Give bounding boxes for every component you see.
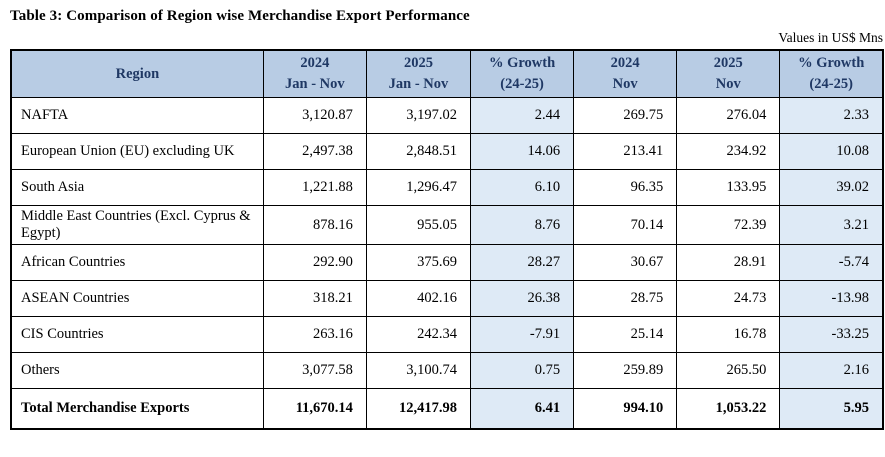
value-cell: 318.21 <box>262 280 367 318</box>
region-cell: Total Merchandise Exports <box>10 388 264 430</box>
value-cell: 3,120.87 <box>262 97 367 135</box>
growth-cell: 0.75 <box>469 352 575 390</box>
growth-cell: 8.76 <box>469 205 575 246</box>
value-cell: 265.50 <box>676 352 781 390</box>
column-header-growth_nov: % Growth (24-25) <box>779 49 884 99</box>
value-cell: 24.73 <box>676 280 781 318</box>
growth-cell: 14.06 <box>469 133 575 171</box>
growth-cell: 10.08 <box>779 133 884 171</box>
value-cell: 72.39 <box>676 205 781 246</box>
growth-cell: -33.25 <box>779 316 884 354</box>
value-cell: 28.91 <box>676 244 781 282</box>
header-row: Region 2024 Jan - Nov 2025 Jan - Nov% Growth… <box>10 49 884 99</box>
column-header-jan_nov_2024: 2024 Jan - Nov <box>262 49 367 99</box>
table-row: CIS Countries 263.16 242.34 -7.91 25.14 16.78… <box>10 316 884 354</box>
value-cell: 16.78 <box>676 316 781 354</box>
table-row: NAFTA 3,120.87 3,197.02 2.44 269.75 276.04 2.3… <box>10 97 884 135</box>
value-cell: 30.67 <box>573 244 678 282</box>
region-cell: European Union (EU) excluding UK <box>10 133 264 171</box>
region-cell: Middle East Countries (Excl. Cyprus & Eg… <box>10 205 264 246</box>
growth-cell: 2.33 <box>779 97 884 135</box>
value-cell: 2,848.51 <box>365 133 472 171</box>
column-header-nov_2024: 2024 Nov <box>573 49 678 99</box>
page: Table 3: Comparison of Region wise Merch… <box>10 8 884 430</box>
growth-cell: 2.16 <box>779 352 884 390</box>
value-cell: 878.16 <box>262 205 367 246</box>
table-row: South Asia 1,221.88 1,296.47 6.10 96.35 133.9… <box>10 169 884 207</box>
region-cell: CIS Countries <box>10 316 264 354</box>
value-cell: 263.16 <box>262 316 367 354</box>
export-performance-table: Region 2024 Jan - Nov 2025 Jan - Nov% Growth… <box>10 49 884 430</box>
value-cell: 234.92 <box>676 133 781 171</box>
value-cell: 269.75 <box>573 97 678 135</box>
growth-cell: 2.44 <box>469 97 575 135</box>
growth-cell: 6.41 <box>469 388 575 430</box>
value-cell: 3,077.58 <box>262 352 367 390</box>
value-cell: 276.04 <box>676 97 781 135</box>
region-cell: African Countries <box>10 244 264 282</box>
table-row: African Countries 292.90 375.69 28.27 30.67 2… <box>10 244 884 282</box>
value-cell: 213.41 <box>573 133 678 171</box>
value-cell: 259.89 <box>573 352 678 390</box>
total-row: Total Merchandise Exports 11,670.14 12,417… <box>10 388 884 430</box>
growth-cell: -7.91 <box>469 316 575 354</box>
growth-cell: 28.27 <box>469 244 575 282</box>
value-cell: 12,417.98 <box>365 388 472 430</box>
region-cell: ASEAN Countries <box>10 280 264 318</box>
table-row: Middle East Countries (Excl. Cyprus & Eg… <box>10 205 884 246</box>
value-cell: 402.16 <box>365 280 472 318</box>
value-cell: 1,221.88 <box>262 169 367 207</box>
growth-cell: 6.10 <box>469 169 575 207</box>
value-cell: 1,053.22 <box>676 388 781 430</box>
units-note: Values in US$ Mns <box>778 30 883 45</box>
value-cell: 11,670.14 <box>262 388 367 430</box>
value-cell: 1,296.47 <box>365 169 472 207</box>
growth-cell: 39.02 <box>779 169 884 207</box>
growth-cell: -5.74 <box>779 244 884 282</box>
table-row: European Union (EU) excluding UK 2,497.38… <box>10 133 884 171</box>
column-header-nov_2025: 2025 Nov <box>676 49 781 99</box>
value-cell: 3,100.74 <box>365 352 472 390</box>
value-cell: 70.14 <box>573 205 678 246</box>
region-cell: South Asia <box>10 169 264 207</box>
column-header-region: Region <box>10 49 264 99</box>
table-row: ASEAN Countries 318.21 402.16 26.38 28.75 24.… <box>10 280 884 318</box>
value-cell: 375.69 <box>365 244 472 282</box>
growth-cell: 5.95 <box>779 388 884 430</box>
value-cell: 3,197.02 <box>365 97 472 135</box>
value-cell: 96.35 <box>573 169 678 207</box>
column-header-growth_jan_nov: % Growth (24-25) <box>469 49 575 99</box>
value-cell: 133.95 <box>676 169 781 207</box>
value-cell: 25.14 <box>573 316 678 354</box>
value-cell: 2,497.38 <box>262 133 367 171</box>
table-row: Others 3,077.58 3,100.74 0.75 259.89 265.50 2.… <box>10 352 884 390</box>
growth-cell: 3.21 <box>779 205 884 246</box>
value-cell: 28.75 <box>573 280 678 318</box>
value-cell: 292.90 <box>262 244 367 282</box>
value-cell: 994.10 <box>573 388 678 430</box>
region-cell: Others <box>10 352 264 390</box>
value-cell: 242.34 <box>365 316 472 354</box>
value-cell: 955.05 <box>365 205 472 246</box>
growth-cell: 26.38 <box>469 280 575 318</box>
region-cell: NAFTA <box>10 97 264 135</box>
table-title: Table 3: Comparison of Region wise Merch… <box>10 8 470 24</box>
growth-cell: -13.98 <box>779 280 884 318</box>
column-header-jan_nov_2025: 2025 Jan - Nov <box>365 49 472 99</box>
